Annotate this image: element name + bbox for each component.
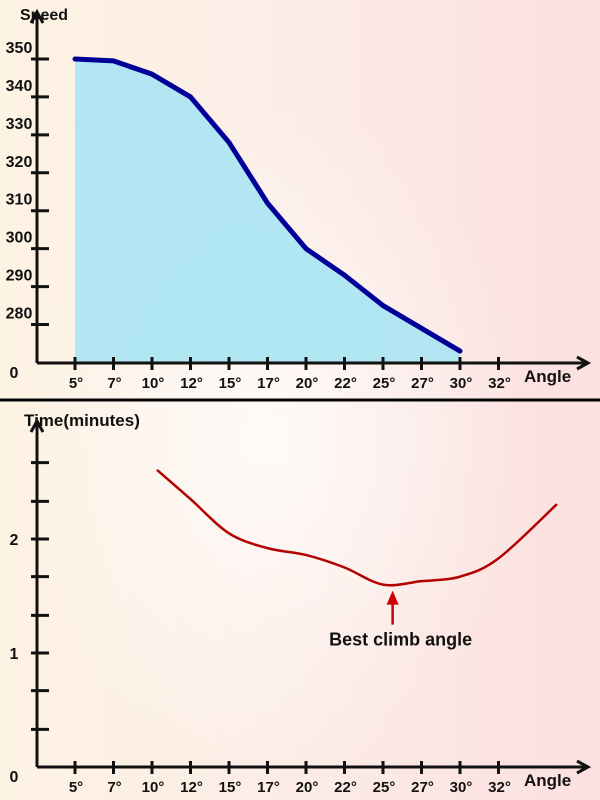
speed-y-tick-label: 280 <box>6 306 33 323</box>
time-x-tick-label: 30° <box>450 779 473 796</box>
speed-y-axis-title: Speed <box>20 7 68 24</box>
speed-area <box>75 59 460 363</box>
speed-x-tick-label: 12° <box>180 375 203 392</box>
time-x-tick-label: 5° <box>69 779 83 796</box>
speed-x-tick-label: 7° <box>107 375 121 392</box>
speed-x-tick-label: 25° <box>373 375 396 392</box>
time-x-tick-label: 27° <box>411 779 434 796</box>
time-x-tick-label: 25° <box>373 779 396 796</box>
speed-x-tick-label: 15° <box>219 375 242 392</box>
time-x-tick-label: 7° <box>107 779 121 796</box>
time-y-tick-label: 1 <box>10 646 19 663</box>
time-origin-label: 0 <box>10 769 19 786</box>
speed-x-axis-arrow <box>576 355 592 371</box>
speed-x-tick-label: 10° <box>142 375 165 392</box>
time-x-tick-label: 20° <box>296 779 319 796</box>
speed-y-tick-label: 300 <box>6 230 33 247</box>
speed-x-axis-title: Angle <box>524 367 571 386</box>
speed-x-ticks: 5° 7° 10° 12° 15° 17° 20° 22° 25° 27° 30° 32° <box>69 357 511 392</box>
speed-y-tick-label: 350 <box>6 40 33 57</box>
speed-y-tick-label: 290 <box>6 268 33 285</box>
time-y-axis-title: Time(minutes) <box>24 411 140 430</box>
speed-chart: 280 290 300 310 320 330 340 350 5° 7° 10° 12° 15° 17… <box>6 7 592 392</box>
time-x-tick-label: 32° <box>488 779 511 796</box>
speed-y-tick-label: 310 <box>6 192 33 209</box>
speed-x-tick-label: 20° <box>296 375 319 392</box>
time-series-line <box>156 469 558 587</box>
speed-x-tick-label: 32° <box>488 375 511 392</box>
time-y-ticks: 12 <box>10 461 49 731</box>
time-chart: 12 5° 7° 10° 12° 15° 17° 20° 22° 25° 27° 30° 32° Ti… <box>10 411 592 796</box>
speed-y-tick-label: 320 <box>6 154 33 171</box>
speed-x-tick-label: 17° <box>257 375 280 392</box>
speed-y-tick-label: 340 <box>6 78 33 95</box>
time-y-axis-arrow <box>29 417 45 433</box>
time-y-tick-label: 2 <box>10 532 19 549</box>
speed-x-tick-label: 30° <box>450 375 473 392</box>
speed-origin-label: 0 <box>10 365 19 382</box>
time-x-tick-label: 10° <box>142 779 165 796</box>
speed-x-tick-label: 5° <box>69 375 83 392</box>
speed-points <box>74 58 461 352</box>
speed-x-tick-label: 27° <box>411 375 434 392</box>
speed-y-axis-arrow <box>29 8 45 24</box>
time-x-tick-label: 22° <box>334 779 357 796</box>
time-x-tick-label: 15° <box>219 779 242 796</box>
time-x-tick-label: 17° <box>257 779 280 796</box>
best-climb-annotation: Best climb angle <box>329 590 472 650</box>
annotation-label: Best climb angle <box>329 630 472 650</box>
time-x-axis-title: Angle <box>524 771 571 790</box>
time-x-ticks: 5° 7° 10° 12° 15° 17° 20° 22° 25° 27° 30° 32° <box>69 761 511 796</box>
speed-y-ticks: 280 290 300 310 320 330 340 350 <box>6 40 49 326</box>
speed-y-tick-label: 330 <box>6 116 33 133</box>
speed-x-tick-label: 22° <box>334 375 357 392</box>
time-x-tick-label: 12° <box>180 779 203 796</box>
annotation-arrow-head <box>386 590 399 605</box>
time-points <box>157 470 557 585</box>
time-x-axis-arrow <box>576 759 592 775</box>
